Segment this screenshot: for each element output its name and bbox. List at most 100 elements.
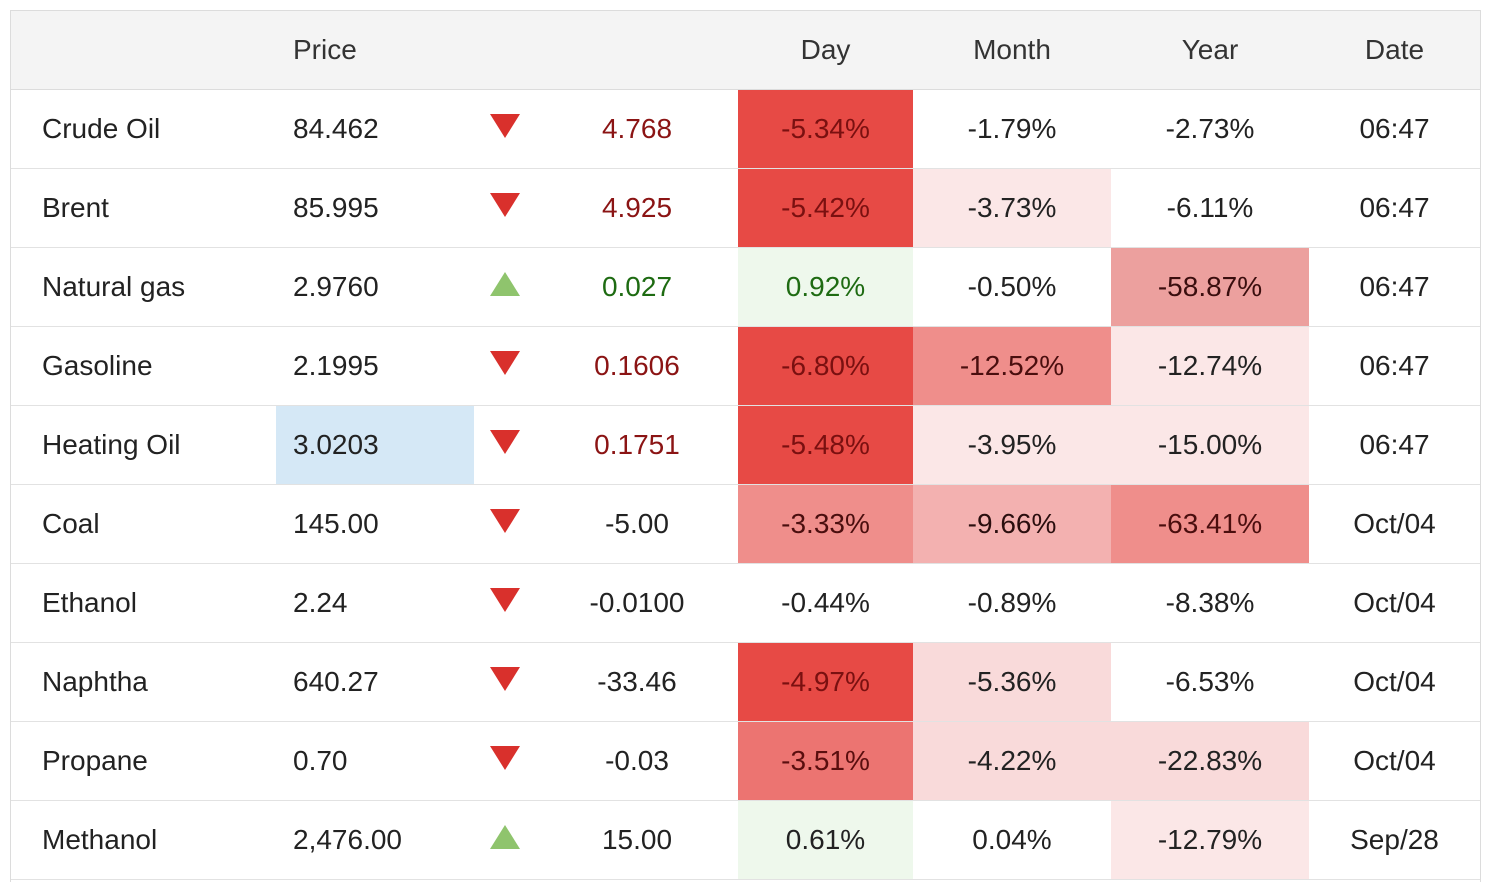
down-arrow-icon <box>490 351 520 376</box>
table-row: Natural gas 2.9760 0.027 0.92% -0.50% -5… <box>11 247 1480 327</box>
day-change-cell: -5.48% <box>738 405 913 485</box>
year-change-cell: -12.74% <box>1111 326 1309 406</box>
day-change-cell: 0.92% <box>738 247 913 327</box>
price-cell: 0.70 <box>276 721 474 801</box>
commodity-name[interactable]: Ethanol <box>11 563 276 643</box>
day-change-cell: 0.61% <box>738 800 913 880</box>
date-cell: 06:47 <box>1309 326 1480 406</box>
header-arrow <box>474 11 536 90</box>
date-cell: Oct/04 <box>1309 484 1480 564</box>
change-cell: 0.027 <box>536 247 738 327</box>
header-day[interactable]: Day <box>738 11 913 90</box>
price-cell: 145.00 <box>276 484 474 564</box>
date-cell: 06:47 <box>1309 89 1480 169</box>
month-change-cell: -4.22% <box>913 721 1111 801</box>
arrow-cell <box>474 168 536 248</box>
commodities-table-container: Price Day Month Year Date Crude Oil 84.4… <box>10 10 1481 882</box>
arrow-cell <box>474 642 536 722</box>
price-cell: 84.462 <box>276 89 474 169</box>
year-change-cell: -8.38% <box>1111 563 1309 643</box>
month-change-cell: -1.79% <box>913 89 1111 169</box>
year-change-cell: -2.73% <box>1111 89 1309 169</box>
year-change-cell: -6.53% <box>1111 642 1309 722</box>
table-header-row: Price Day Month Year Date <box>11 11 1480 90</box>
commodity-name[interactable]: Heating Oil <box>11 405 276 485</box>
year-change-cell: -22.83% <box>1111 721 1309 801</box>
date-cell: Oct/04 <box>1309 721 1480 801</box>
month-change-cell: -12.52% <box>913 326 1111 406</box>
date-cell: Sep/28 <box>1309 800 1480 880</box>
arrow-cell <box>474 721 536 801</box>
table-row: Ethanol 2.24 -0.0100 -0.44% -0.89% -8.38… <box>11 563 1480 643</box>
arrow-cell <box>474 800 536 880</box>
price-cell: 2,476.00 <box>276 800 474 880</box>
arrow-cell <box>474 484 536 564</box>
commodity-name[interactable]: Propane <box>11 721 276 801</box>
down-arrow-icon <box>490 667 520 692</box>
up-arrow-icon <box>490 272 520 297</box>
arrow-cell <box>474 89 536 169</box>
change-cell: 15.00 <box>536 800 738 880</box>
header-price[interactable]: Price <box>276 11 474 90</box>
header-month[interactable]: Month <box>913 11 1111 90</box>
year-change-cell: -15.00% <box>1111 405 1309 485</box>
date-cell: Oct/04 <box>1309 563 1480 643</box>
change-cell: -5.00 <box>536 484 738 564</box>
day-change-cell: -4.97% <box>738 642 913 722</box>
day-change-cell: -5.42% <box>738 168 913 248</box>
month-change-cell: -3.73% <box>913 168 1111 248</box>
year-change-cell: -58.87% <box>1111 247 1309 327</box>
change-cell: -0.0100 <box>536 563 738 643</box>
price-cell: 2.9760 <box>276 247 474 327</box>
table-row: Propane 0.70 -0.03 -3.51% -4.22% -22.83%… <box>11 721 1480 801</box>
change-cell: 4.925 <box>536 168 738 248</box>
table-row: Coal 145.00 -5.00 -3.33% -9.66% -63.41% … <box>11 484 1480 564</box>
month-change-cell: -0.50% <box>913 247 1111 327</box>
price-cell: 2.1995 <box>276 326 474 406</box>
year-change-cell: -12.79% <box>1111 800 1309 880</box>
arrow-cell <box>474 563 536 643</box>
header-date[interactable]: Date <box>1309 11 1480 90</box>
price-cell: 3.0203 <box>276 405 474 485</box>
change-cell: -33.46 <box>536 642 738 722</box>
date-cell: 06:47 <box>1309 405 1480 485</box>
commodity-name[interactable]: Coal <box>11 484 276 564</box>
table-row: Naphtha 640.27 -33.46 -4.97% -5.36% -6.5… <box>11 642 1480 722</box>
up-arrow-icon <box>490 825 520 850</box>
commodity-name[interactable]: Brent <box>11 168 276 248</box>
month-change-cell: -9.66% <box>913 484 1111 564</box>
down-arrow-icon <box>490 114 520 139</box>
day-change-cell: -3.33% <box>738 484 913 564</box>
month-change-cell: -5.36% <box>913 642 1111 722</box>
table-row: Methanol 2,476.00 15.00 0.61% 0.04% -12.… <box>11 800 1480 880</box>
commodity-name[interactable]: Methanol <box>11 800 276 880</box>
change-cell: -0.03 <box>536 721 738 801</box>
commodity-name[interactable]: Crude Oil <box>11 89 276 169</box>
down-arrow-icon <box>490 430 520 455</box>
commodity-name[interactable]: Natural gas <box>11 247 276 327</box>
change-cell: 0.1606 <box>536 326 738 406</box>
day-change-cell: -0.44% <box>738 563 913 643</box>
down-arrow-icon <box>490 746 520 771</box>
table-row: Brent 85.995 4.925 -5.42% -3.73% -6.11% … <box>11 168 1480 248</box>
price-cell: 2.24 <box>276 563 474 643</box>
header-change[interactable] <box>536 11 738 90</box>
day-change-cell: -5.34% <box>738 89 913 169</box>
date-cell: 06:47 <box>1309 247 1480 327</box>
down-arrow-icon <box>490 193 520 218</box>
table-row: Heating Oil 3.0203 0.1751 -5.48% -3.95% … <box>11 405 1480 485</box>
month-change-cell: -0.89% <box>913 563 1111 643</box>
arrow-cell <box>474 405 536 485</box>
header-name[interactable] <box>11 11 276 90</box>
table-row: Gasoline 2.1995 0.1606 -6.80% -12.52% -1… <box>11 326 1480 406</box>
change-cell: 4.768 <box>536 89 738 169</box>
day-change-cell: -3.51% <box>738 721 913 801</box>
commodity-name[interactable]: Naphtha <box>11 642 276 722</box>
arrow-cell <box>474 326 536 406</box>
day-change-cell: -6.80% <box>738 326 913 406</box>
header-year[interactable]: Year <box>1111 11 1309 90</box>
commodities-table: Price Day Month Year Date Crude Oil 84.4… <box>11 11 1480 880</box>
commodity-name[interactable]: Gasoline <box>11 326 276 406</box>
arrow-cell <box>474 247 536 327</box>
down-arrow-icon <box>490 588 520 613</box>
